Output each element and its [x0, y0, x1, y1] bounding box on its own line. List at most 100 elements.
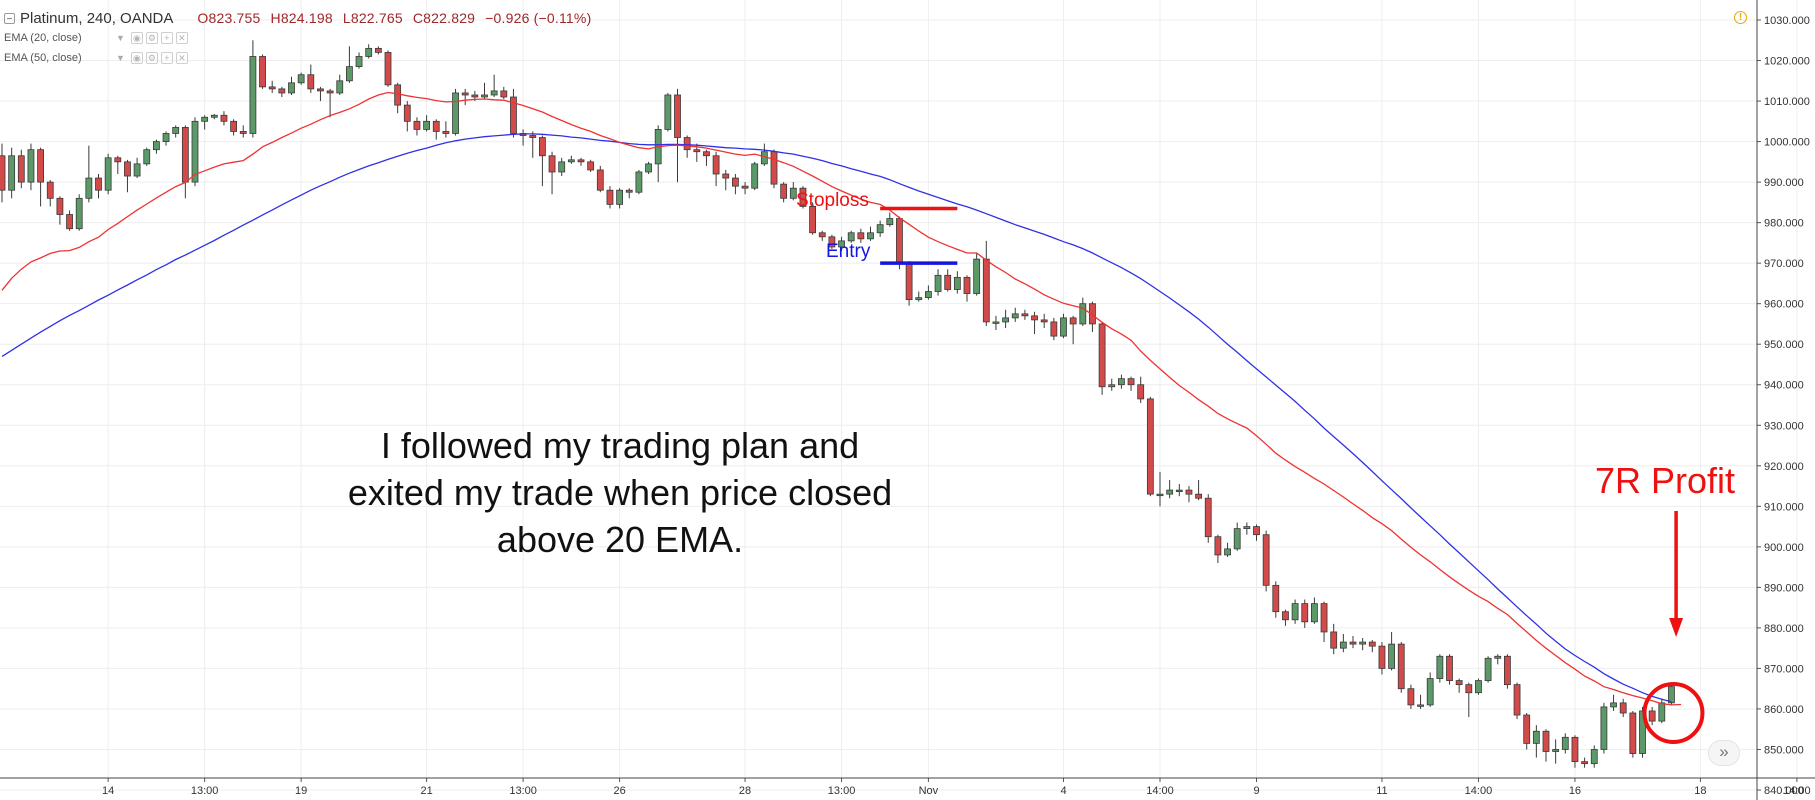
candle-body [529, 135, 537, 138]
price-tick-label: 1010.000 [1764, 96, 1810, 108]
candle-body [461, 92, 469, 96]
candle-body [703, 151, 710, 157]
candle-body [1359, 641, 1367, 645]
candle-body [915, 297, 923, 301]
square-minus-icon[interactable] [4, 12, 15, 24]
candle-body [1233, 528, 1241, 550]
price-tick-label: 890.000 [1764, 582, 1804, 594]
candle-body [973, 258, 981, 294]
candle-body [567, 159, 575, 163]
price-tick-label: 940.000 [1764, 380, 1804, 392]
candle-body [828, 236, 836, 248]
candle-body [471, 94, 479, 98]
candle-body [1648, 710, 1656, 722]
candle-body [1031, 315, 1038, 321]
candle-body [809, 206, 816, 234]
candle-body [1301, 603, 1309, 623]
price-axis[interactable]: 1030.000 1020.000 1010.000 1000.000 990.000 9… [1756, 0, 1810, 800]
candle-body [8, 155, 16, 191]
time-tick-label: Nov [919, 785, 939, 797]
candle-body [645, 163, 652, 173]
candle-body [1581, 761, 1588, 765]
eye-icon[interactable]: ◉ [130, 32, 143, 44]
indicator-row-ema20[interactable]: EMA (20, close) ▼ ◉ ⚙ + ✕ [4, 28, 601, 48]
candle-body [1079, 303, 1087, 325]
price-tick-label: 1020.000 [1764, 56, 1810, 68]
candle-body [268, 86, 276, 90]
candle-body [1339, 641, 1347, 649]
high-value: H824.198 [270, 10, 333, 26]
gear-icon[interactable]: ⚙ [145, 52, 158, 64]
more-icon[interactable]: + [160, 52, 173, 64]
chevron-down-icon[interactable]: ▼ [116, 53, 125, 63]
symbol-row: Platinum, 240, OANDA O823.755 H824.198 L82… [4, 8, 601, 28]
indicator-row-ema50[interactable]: EMA (50, close) ▼ ◉ ⚙ + ✕ [4, 48, 601, 68]
candle-body [239, 131, 247, 134]
indicator-label[interactable]: EMA (50, close) [4, 52, 82, 64]
candle-body [587, 161, 595, 171]
candle-body [1272, 584, 1280, 613]
candle-body [818, 232, 826, 238]
time-tick-label: 11 [1376, 785, 1387, 797]
price-tick-label: 1030.000 [1764, 15, 1810, 27]
eye-icon[interactable]: ◉ [130, 52, 143, 64]
candle-body [345, 66, 353, 82]
price-tick-label: 910.000 [1764, 501, 1804, 513]
time-tick-label: 4 [1060, 785, 1066, 797]
candle-body [1089, 303, 1096, 325]
candle-body [1320, 603, 1328, 633]
candle-body [732, 177, 739, 187]
price-tick-label: 960.000 [1764, 299, 1804, 311]
candle-body [1388, 643, 1395, 669]
candle-body [664, 94, 672, 130]
close-icon[interactable]: ✕ [175, 52, 188, 64]
close-value: C822.829 [412, 10, 476, 26]
candle-body [934, 274, 942, 292]
symbol-title[interactable]: Platinum, 240, OANDA [20, 9, 174, 27]
candle-body [982, 258, 990, 323]
candle-body [1021, 313, 1029, 317]
candle-body [857, 232, 865, 240]
time-axis[interactable]: 14 13:00 19 21 13:00 26 28 13:00 Nov 4 14:00 9 11 14:… [0, 777, 1815, 797]
candle-body [37, 149, 44, 183]
candle-body [181, 126, 189, 183]
time-tick-label: 13:00 [828, 785, 856, 797]
candle-body [1166, 489, 1174, 495]
chevron-down-icon[interactable]: ▼ [116, 33, 125, 43]
warning-icon[interactable]: ! [1734, 11, 1747, 24]
annotation-line: exited my trade when price closed [347, 472, 893, 513]
time-tick-label: 19 [295, 785, 307, 797]
candle-body [432, 120, 440, 132]
price-tick-label: 990.000 [1764, 177, 1804, 189]
candle-body [114, 157, 122, 163]
candle-body [789, 187, 797, 199]
candle-body [1532, 730, 1540, 744]
candle-body [616, 189, 623, 205]
candle-body [1513, 684, 1521, 716]
close-icon[interactable]: ✕ [175, 32, 188, 44]
candle-body [288, 82, 295, 94]
price-tick-label: 870.000 [1764, 663, 1804, 675]
price-tick-label: 840.000 [1764, 785, 1804, 797]
ema50-line [1, 133, 1672, 703]
more-icon[interactable]: + [160, 32, 173, 44]
gear-icon[interactable]: ⚙ [145, 32, 158, 44]
price-tick-label: 930.000 [1764, 420, 1804, 432]
candle-body [1291, 603, 1299, 621]
candle-body [1050, 321, 1058, 337]
candle-body [1204, 497, 1212, 538]
indicator-label[interactable]: EMA (20, close) [4, 32, 82, 44]
candle-body [799, 187, 807, 207]
candle-body [1561, 736, 1569, 750]
candle-body [152, 141, 160, 151]
open-value: O823.755 [197, 10, 261, 26]
candle-body [413, 120, 421, 130]
candle-body [452, 92, 459, 134]
candle-body [886, 218, 894, 226]
candle-body [1262, 534, 1270, 586]
candle-body [355, 56, 363, 68]
candle-body [896, 218, 903, 264]
candle-body [490, 90, 498, 96]
double-chevron-right-icon[interactable]: » [1708, 740, 1740, 766]
